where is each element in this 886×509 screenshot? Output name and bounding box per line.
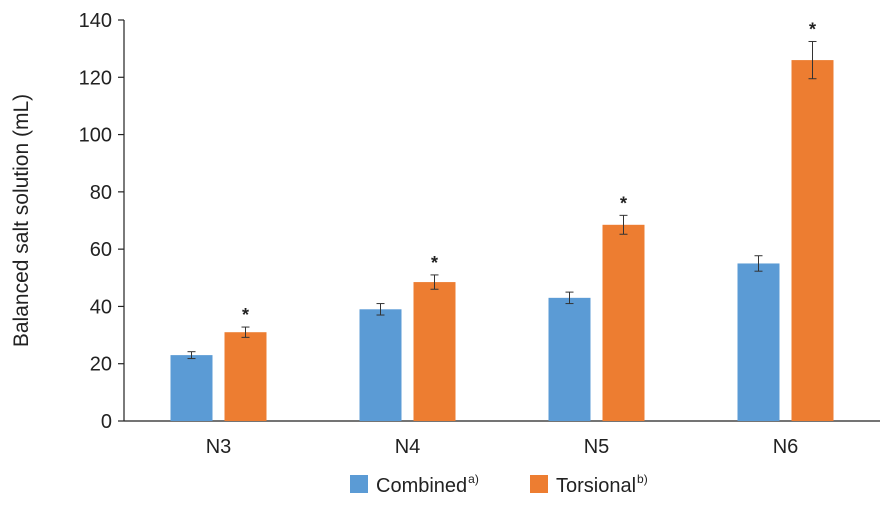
bar-combined-n5 xyxy=(548,297,591,421)
y-axis-title: Balanced salt solution (mL) xyxy=(10,94,33,347)
x-tick-label: N3 xyxy=(206,436,232,458)
bar-group: * * * * xyxy=(170,19,834,421)
x-tick-label: N6 xyxy=(773,436,799,458)
legend: Combined a) Torsional b) xyxy=(350,472,648,497)
legend-superscript: a) xyxy=(468,472,479,486)
x-tick-labels: N3 N4 N5 N6 xyxy=(206,436,799,458)
legend-swatch-torsional xyxy=(530,475,548,493)
x-tick-label: N5 xyxy=(584,436,610,458)
y-tick-label: 120 xyxy=(79,67,112,89)
legend-swatch-combined xyxy=(350,475,368,493)
bar-combined-n3 xyxy=(170,355,213,421)
y-tick-label: 40 xyxy=(90,296,112,318)
y-tick-label: 140 xyxy=(79,10,112,32)
legend-label-torsional: Torsional xyxy=(556,475,636,497)
significance-marker: * xyxy=(431,253,438,273)
bar-combined-n6 xyxy=(737,263,780,421)
y-tick-label: 0 xyxy=(101,411,112,433)
legend-superscript: b) xyxy=(637,472,648,486)
y-tick-label: 20 xyxy=(90,354,112,376)
significance-marker: * xyxy=(242,305,249,325)
y-tick-label: 60 xyxy=(90,239,112,261)
significance-marker: * xyxy=(809,19,816,39)
bar-combined-n4 xyxy=(359,309,402,421)
bar-torsional-n5 xyxy=(602,224,645,421)
significance-marker: * xyxy=(620,193,627,213)
legend-label-combined: Combined xyxy=(376,475,467,497)
bar-torsional-n3 xyxy=(224,332,267,421)
y-ticks: 0 20 40 60 80 100 120 140 xyxy=(79,10,124,433)
y-tick-label: 100 xyxy=(79,125,112,147)
bar-torsional-n4 xyxy=(413,282,456,421)
bar-torsional-n6 xyxy=(791,60,834,421)
y-tick-label: 80 xyxy=(90,182,112,204)
x-tick-label: N4 xyxy=(395,436,421,458)
